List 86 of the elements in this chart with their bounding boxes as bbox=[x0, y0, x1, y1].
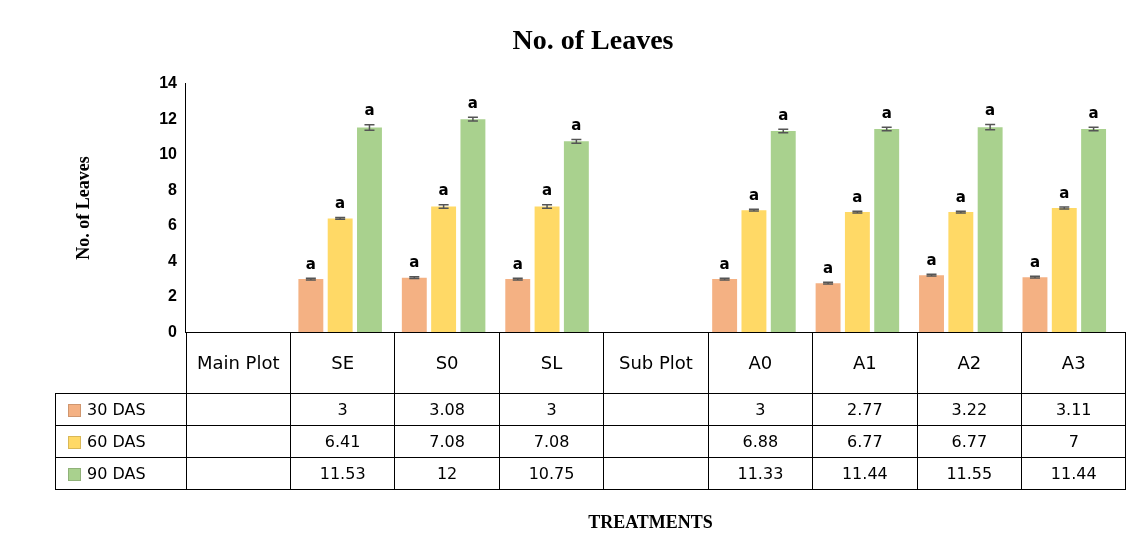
x-tick-label: Main Plot bbox=[186, 332, 291, 394]
annotation: a bbox=[467, 93, 478, 112]
bar bbox=[357, 127, 382, 333]
annotation: a bbox=[571, 115, 582, 134]
bar bbox=[844, 212, 870, 333]
bar bbox=[712, 279, 738, 333]
data-label: 3.08 bbox=[394, 393, 500, 426]
bar bbox=[770, 131, 796, 333]
data-label: 11.44 bbox=[812, 457, 918, 490]
annotation: a bbox=[778, 105, 789, 124]
x-tick-label: A0 bbox=[708, 332, 813, 394]
y-tick-label: 0 bbox=[168, 322, 178, 340]
bar bbox=[977, 127, 1003, 333]
annotation: a bbox=[955, 187, 966, 206]
bar bbox=[505, 279, 531, 333]
data-label: 3 bbox=[290, 393, 395, 426]
bar bbox=[815, 283, 841, 333]
y-tick-label: 12 bbox=[159, 109, 178, 127]
annotation: a bbox=[881, 103, 892, 122]
data-label: 11.55 bbox=[917, 457, 1022, 490]
bar bbox=[563, 141, 589, 333]
bar bbox=[919, 275, 944, 333]
data-label: 3 bbox=[708, 393, 813, 426]
y-tick-label: 10 bbox=[159, 145, 178, 163]
annotation: a bbox=[364, 101, 375, 120]
bar bbox=[1051, 208, 1077, 333]
annotation: a bbox=[1029, 252, 1041, 271]
y-tick-label: 4 bbox=[168, 251, 178, 269]
bar bbox=[298, 279, 324, 333]
bar bbox=[1022, 277, 1048, 333]
bar bbox=[741, 210, 767, 333]
bar bbox=[327, 218, 353, 333]
bar bbox=[401, 277, 427, 333]
text: TREATMENTS bbox=[587, 512, 714, 534]
data-label: 11.33 bbox=[708, 457, 813, 490]
x-tick-label: A1 bbox=[812, 332, 918, 394]
data-label: 7.08 bbox=[499, 425, 604, 458]
annotation: a bbox=[748, 185, 760, 204]
data-label: 6.77 bbox=[812, 425, 918, 458]
data-label: 6.88 bbox=[708, 425, 813, 458]
annotation: a bbox=[1059, 183, 1070, 202]
data-label: 3.11 bbox=[1021, 393, 1126, 426]
data-label: 7 bbox=[1021, 425, 1126, 458]
annotation: a bbox=[409, 253, 420, 272]
annotation: a bbox=[512, 254, 523, 273]
y-tick-label: 14 bbox=[159, 74, 178, 92]
annotation: a bbox=[335, 193, 346, 212]
data-label: 10.75 bbox=[499, 457, 604, 490]
legend-label: 60 DAS bbox=[55, 425, 186, 458]
bar bbox=[948, 212, 974, 333]
x-tick-label: A2 bbox=[917, 332, 1022, 394]
y-axis-title: No. of Leaves bbox=[73, 156, 94, 260]
y-tick-label: 6 bbox=[168, 216, 178, 234]
bar bbox=[460, 119, 486, 333]
annotation: a bbox=[985, 100, 996, 119]
bar bbox=[874, 129, 900, 333]
bar bbox=[1081, 129, 1107, 333]
legend-label: 90 DAS bbox=[55, 457, 186, 490]
annotation: a bbox=[541, 181, 553, 200]
data-label: 2.77 bbox=[812, 393, 918, 426]
bar bbox=[534, 206, 560, 333]
data-label: 3.22 bbox=[917, 393, 1022, 426]
x-tick-label: SE bbox=[290, 332, 395, 394]
data-label: 11.53 bbox=[290, 457, 395, 490]
data-label: 7.08 bbox=[394, 425, 500, 458]
annotation: a bbox=[719, 254, 730, 273]
x-tick-label: A3 bbox=[1021, 332, 1126, 394]
annotation: a bbox=[852, 187, 863, 206]
annotation: a bbox=[1088, 103, 1099, 122]
x-tick-label: Sub Plot bbox=[603, 332, 709, 394]
bar bbox=[431, 206, 457, 333]
legend-label: 30 DAS bbox=[55, 393, 186, 426]
annotation: a bbox=[438, 181, 449, 200]
chart-title: No. of Leaves bbox=[512, 24, 674, 56]
y-tick-label: 8 bbox=[168, 180, 178, 198]
data-label: 3 bbox=[499, 393, 604, 426]
annotation: a bbox=[305, 254, 316, 273]
y-tick-label: 2 bbox=[168, 287, 178, 305]
x-tick-label: SL bbox=[499, 332, 604, 394]
annotation: a bbox=[823, 258, 834, 277]
data-label: 6.77 bbox=[917, 425, 1022, 458]
annotation: a bbox=[926, 250, 937, 269]
data-label: 11.44 bbox=[1021, 457, 1126, 490]
x-tick-label: S0 bbox=[394, 332, 500, 394]
data-label: 12 bbox=[394, 457, 500, 490]
data-label: 6.41 bbox=[290, 425, 395, 458]
